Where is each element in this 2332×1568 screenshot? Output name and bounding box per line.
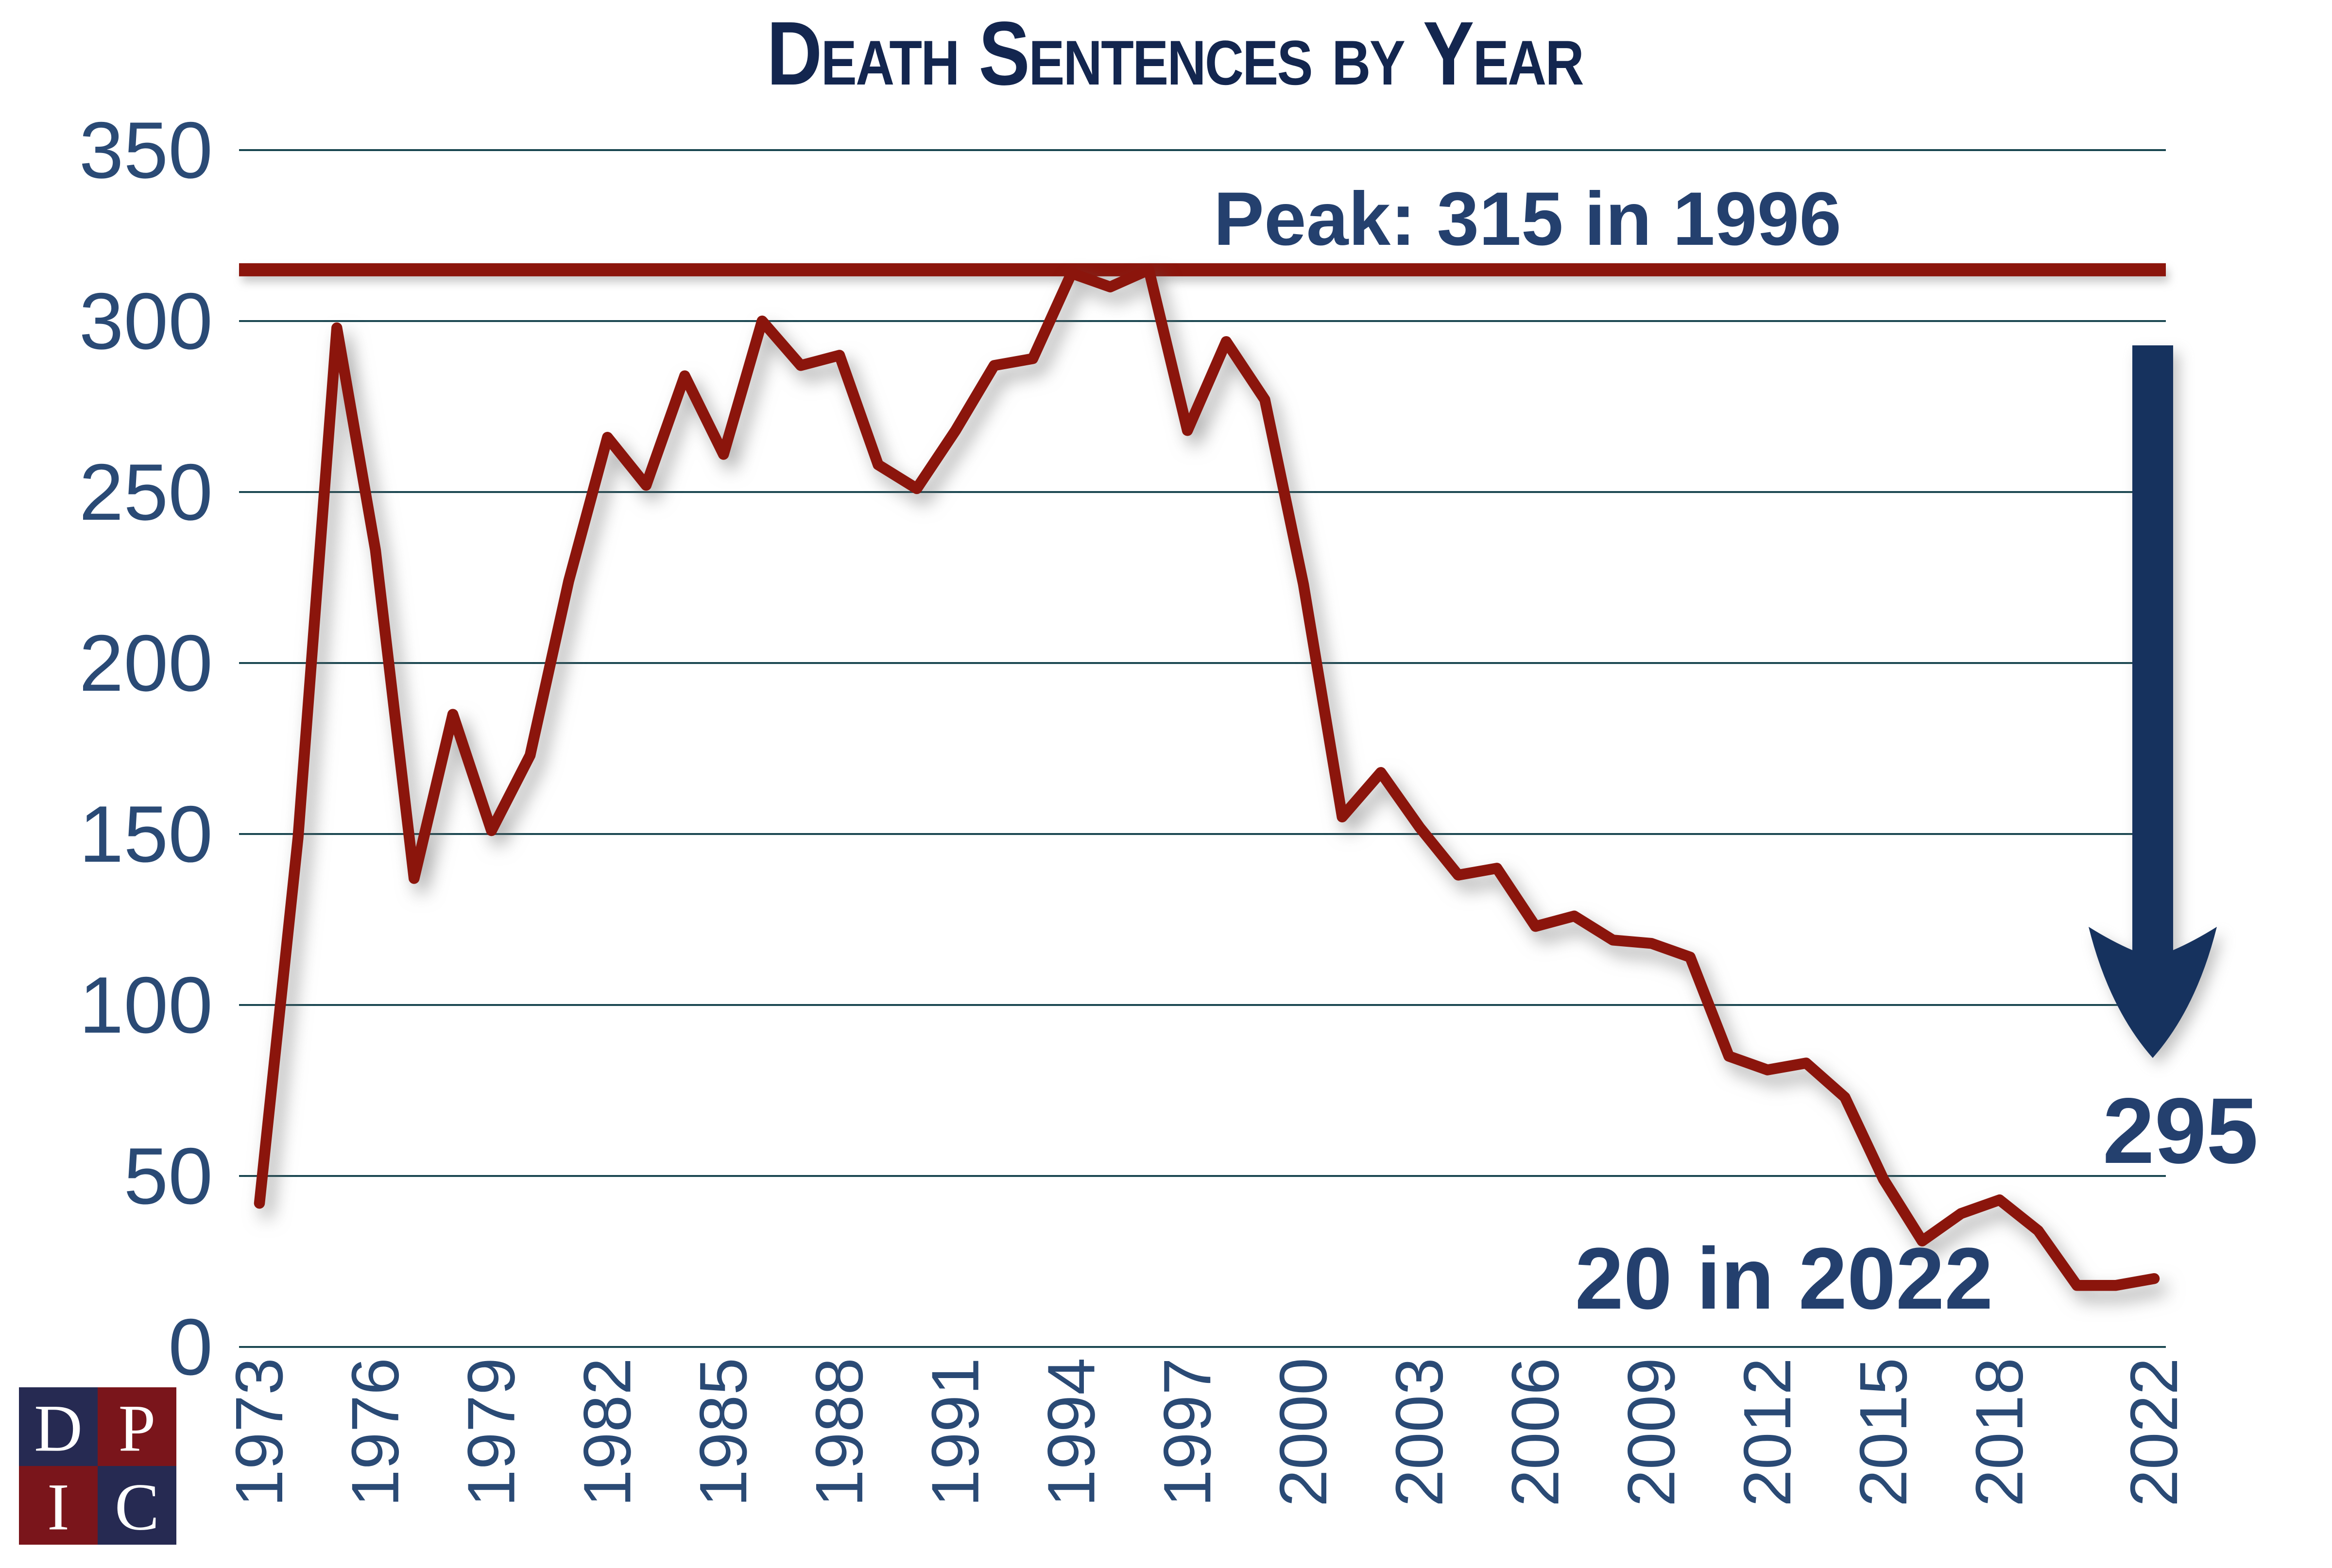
x-axis-tick-label: 2009 [1614, 1358, 1689, 1507]
logo-square-navy [98, 1466, 176, 1545]
x-axis-tick-label: 1988 [802, 1358, 877, 1507]
logo-square-navy [19, 1387, 98, 1466]
y-axis-tick-label: 50 [123, 1131, 213, 1221]
x-axis-tick-label: 2000 [1266, 1358, 1341, 1507]
peak-annotation: Peak: 315 in 1996 [1214, 177, 1841, 261]
x-axis-tick-label: 2006 [1498, 1358, 1573, 1507]
logo-letter-c: C [115, 1470, 159, 1544]
x-axis-tick-label: 1994 [1034, 1358, 1109, 1507]
x-axis-tick-label: 2015 [1846, 1358, 1921, 1507]
x-axis-tick-label: 2018 [1962, 1358, 2037, 1507]
logo-letter-d: D [34, 1391, 83, 1466]
y-axis-tick-labels: 0 50 100 150 200 250 300 350 [79, 105, 213, 1392]
x-axis-tick-label: 1973 [222, 1358, 297, 1507]
x-axis-tick-label: 1982 [570, 1358, 645, 1507]
logo-letter-i: I [47, 1470, 69, 1544]
logo-square-red [19, 1466, 98, 1545]
y-axis-tick-label: 300 [79, 276, 213, 366]
y-axis-tick-label: 100 [79, 960, 213, 1050]
x-axis-tick-label: 1997 [1150, 1358, 1225, 1507]
chart-title: Death Sentences by Year [767, 3, 1583, 104]
x-axis-tick-label: 1991 [918, 1358, 993, 1507]
death-sentences-line [254, 264, 2160, 1291]
y-axis-tick-label: 200 [79, 618, 213, 708]
latest-annotation: 20 in 2022 [1575, 1230, 1993, 1328]
x-axis-tick-label: 1985 [686, 1358, 761, 1507]
death-sentences-line-group [254, 264, 2160, 1291]
x-axis-tick-label: 1976 [338, 1358, 413, 1507]
logo-letter-p: P [119, 1391, 156, 1466]
y-axis-tick-label: 150 [79, 789, 213, 879]
decline-value: 295 [2103, 1078, 2258, 1183]
x-axis-tick-label: 2022 [2117, 1358, 2192, 1507]
x-axis-tick-label: 1979 [454, 1358, 529, 1507]
y-axis-tick-label: 250 [79, 447, 213, 537]
logo-square-red [98, 1387, 176, 1466]
x-axis-tick-label: 2012 [1730, 1358, 1805, 1507]
x-axis-tick-labels: 1973 1976 1979 1982 1985 1988 1991 1994 1997 2000… [222, 1358, 2192, 1507]
decline-arrow-icon [2089, 345, 2217, 1058]
dpic-logo: D P I C [19, 1387, 176, 1545]
grid-group [239, 149, 2166, 1348]
x-axis-tick-label: 2003 [1382, 1358, 1457, 1507]
y-axis-tick-label: 350 [79, 105, 213, 195]
y-axis-tick-label: 0 [168, 1302, 213, 1392]
